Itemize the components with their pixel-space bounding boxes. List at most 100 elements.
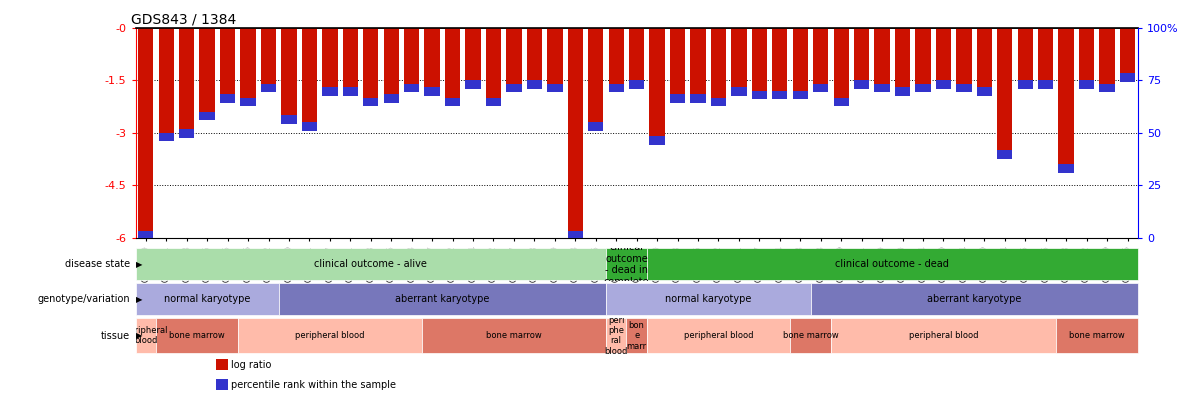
Bar xyxy=(752,28,768,91)
Bar xyxy=(527,28,542,80)
Bar xyxy=(691,94,706,103)
Bar xyxy=(956,84,971,92)
Bar xyxy=(772,91,788,99)
Bar xyxy=(834,98,849,107)
Bar xyxy=(156,318,238,354)
Bar xyxy=(466,28,481,80)
Bar xyxy=(772,28,788,91)
Bar xyxy=(282,28,297,115)
Bar xyxy=(1099,28,1114,84)
Bar xyxy=(216,379,228,390)
Bar xyxy=(997,28,1013,150)
Bar xyxy=(444,98,460,107)
Bar xyxy=(547,84,562,92)
Bar xyxy=(322,28,337,87)
Text: GDS843 / 1384: GDS843 / 1384 xyxy=(131,13,236,27)
Bar xyxy=(650,28,665,136)
Text: bone marrow: bone marrow xyxy=(1069,331,1125,340)
Bar xyxy=(567,28,582,230)
Text: peripheral blood: peripheral blood xyxy=(295,331,364,340)
Bar xyxy=(997,150,1013,159)
Text: bone marrow: bone marrow xyxy=(169,331,225,340)
Bar xyxy=(606,248,647,280)
Text: aberrant karyotype: aberrant karyotype xyxy=(395,294,489,304)
Bar xyxy=(1120,73,1135,82)
Bar xyxy=(1099,84,1114,92)
Bar xyxy=(241,98,256,107)
Bar xyxy=(363,98,378,107)
Bar xyxy=(628,80,645,89)
Bar xyxy=(1059,28,1074,164)
Bar xyxy=(220,28,236,94)
Bar xyxy=(322,87,337,96)
Text: normal karyotype: normal karyotype xyxy=(164,294,250,304)
Bar xyxy=(136,248,606,280)
Bar xyxy=(1017,80,1033,89)
Bar xyxy=(834,28,849,98)
Bar xyxy=(216,359,228,370)
Bar xyxy=(486,28,501,98)
Bar xyxy=(606,318,626,354)
Bar xyxy=(976,87,992,96)
Bar xyxy=(1120,28,1135,73)
Bar xyxy=(731,28,746,87)
Bar xyxy=(854,80,869,89)
Bar xyxy=(647,318,790,354)
Bar xyxy=(547,28,562,84)
Bar xyxy=(241,28,256,98)
Bar xyxy=(670,28,685,94)
Text: disease state: disease state xyxy=(65,259,130,269)
Bar xyxy=(895,28,910,87)
Bar xyxy=(956,28,971,84)
Bar xyxy=(875,84,890,92)
Bar xyxy=(647,248,1138,280)
Bar xyxy=(915,28,930,84)
Bar xyxy=(1079,28,1094,80)
Bar xyxy=(343,87,358,96)
Text: aberrant karyotype: aberrant karyotype xyxy=(927,294,1021,304)
Bar xyxy=(159,133,174,141)
Bar xyxy=(383,28,399,94)
Bar xyxy=(875,28,890,84)
Text: clinical
outcome
- dead in
complete: clinical outcome - dead in complete xyxy=(604,242,650,287)
Bar xyxy=(711,28,726,98)
Bar xyxy=(606,283,810,315)
Bar xyxy=(136,283,278,315)
Text: percentile rank within the sample: percentile rank within the sample xyxy=(231,380,396,390)
Text: clinical outcome - dead: clinical outcome - dead xyxy=(836,259,949,269)
Bar xyxy=(136,318,156,354)
Bar xyxy=(1038,28,1053,80)
Bar xyxy=(792,91,808,99)
Bar xyxy=(199,112,215,120)
Bar xyxy=(199,28,215,112)
Bar xyxy=(814,84,829,92)
Bar xyxy=(302,28,317,122)
Bar xyxy=(220,94,236,103)
Bar xyxy=(792,28,808,91)
Bar xyxy=(343,28,358,87)
Text: log ratio: log ratio xyxy=(231,360,271,369)
Bar xyxy=(1059,164,1074,173)
Bar xyxy=(444,28,460,98)
Text: clinical outcome - alive: clinical outcome - alive xyxy=(315,259,427,269)
Bar xyxy=(936,80,951,89)
Bar xyxy=(915,84,930,92)
Bar xyxy=(895,87,910,96)
Text: normal karyotype: normal karyotype xyxy=(665,294,751,304)
Bar xyxy=(936,28,951,80)
Bar xyxy=(261,84,276,92)
Bar xyxy=(814,28,829,84)
Bar xyxy=(138,230,153,239)
Bar xyxy=(567,230,582,239)
Bar xyxy=(608,28,624,84)
Bar xyxy=(976,28,992,87)
Bar xyxy=(383,94,399,103)
Text: bone marrow: bone marrow xyxy=(486,331,542,340)
Text: ▶: ▶ xyxy=(136,295,143,304)
Bar xyxy=(588,28,604,122)
Bar xyxy=(628,28,645,80)
Bar xyxy=(711,98,726,107)
Bar xyxy=(424,87,440,96)
Bar xyxy=(282,115,297,124)
Text: tissue: tissue xyxy=(100,331,130,341)
